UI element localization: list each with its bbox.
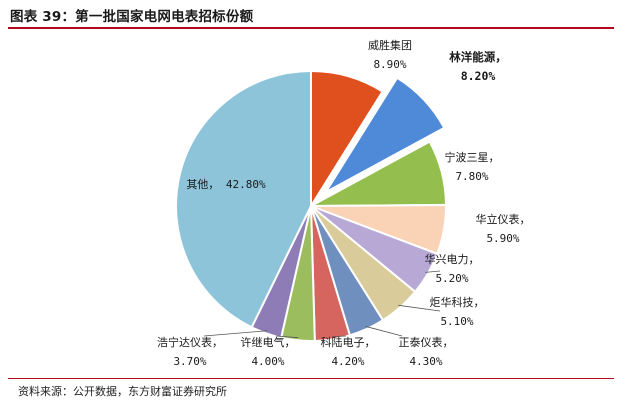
- slice-value-label: 4.00%: [251, 355, 284, 368]
- slice-value-label: 5.10%: [440, 315, 473, 328]
- leader-line: [365, 326, 403, 337]
- pie-slice: [175, 69, 312, 329]
- slice-name-label: 其他， 42.80%: [186, 178, 266, 191]
- source-note: 资料来源：公开数据，东方财富证券研究所: [18, 385, 227, 398]
- slice-value-label: 7.80%: [455, 170, 488, 183]
- slice-value-label: 5.20%: [435, 272, 468, 285]
- leader-line: [398, 304, 441, 312]
- caption-rule: [8, 27, 614, 29]
- slice-value-label: 4.30%: [409, 355, 442, 368]
- slice-name-label: 正泰仪表，: [399, 335, 454, 349]
- slice-value-label: 3.70%: [173, 355, 206, 368]
- slice-name-label: 威胜集团: [368, 38, 412, 52]
- slice-name-label: 浩宁达仪表，: [157, 335, 223, 349]
- figure-caption: 图表 39：第一批国家电网电表招标份额: [10, 9, 254, 25]
- slice-name-label: 华立仪表，: [476, 212, 531, 226]
- leader-line: [203, 330, 268, 337]
- leader-line: [275, 335, 299, 339]
- slice-name-label: 许继电气，: [241, 335, 296, 349]
- slice-value-label: 8.90%: [373, 58, 406, 71]
- slice-name-label: 林洋能源，: [449, 50, 507, 64]
- slice-name-label: 科陆电子，: [321, 335, 376, 349]
- leader-line: [425, 270, 441, 273]
- slice-name-label: 炬华科技，: [430, 295, 485, 309]
- pie-slice: [322, 76, 446, 195]
- slice-value-label: 4.20%: [331, 355, 364, 368]
- slice-value-label: 5.90%: [486, 232, 519, 245]
- slice-name-label: 宁波三星，: [445, 150, 500, 164]
- slice-value-label: 8.20%: [461, 69, 496, 83]
- source-rule: [8, 378, 614, 379]
- slice-name-label: 华兴电力，: [425, 252, 480, 266]
- leader-line: [332, 335, 347, 338]
